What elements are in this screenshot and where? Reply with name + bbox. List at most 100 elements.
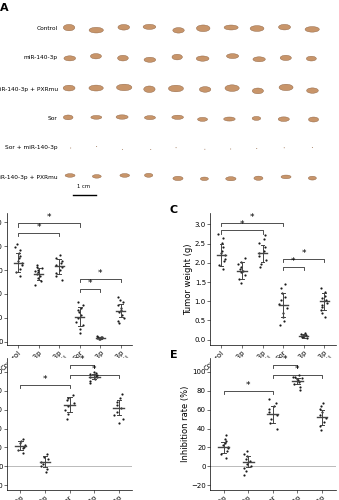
Point bbox=[87, 378, 93, 386]
Point bbox=[247, 456, 253, 464]
Point bbox=[114, 398, 119, 406]
Point bbox=[218, 250, 224, 258]
Point bbox=[119, 304, 124, 312]
Point bbox=[14, 240, 19, 248]
Point bbox=[319, 306, 324, 314]
Point bbox=[266, 395, 271, 403]
Point bbox=[300, 332, 305, 340]
Ellipse shape bbox=[280, 56, 291, 60]
Point bbox=[79, 312, 84, 320]
Point bbox=[15, 446, 21, 454]
Ellipse shape bbox=[250, 26, 264, 32]
Point bbox=[65, 402, 71, 410]
Ellipse shape bbox=[306, 88, 318, 94]
Point bbox=[118, 296, 123, 304]
Text: *: * bbox=[250, 212, 255, 222]
Point bbox=[71, 399, 76, 407]
Point bbox=[116, 293, 121, 301]
Point bbox=[263, 256, 268, 264]
Text: *: * bbox=[47, 214, 51, 222]
Point bbox=[59, 256, 64, 264]
Point bbox=[317, 404, 323, 412]
Ellipse shape bbox=[196, 56, 209, 61]
Ellipse shape bbox=[144, 116, 156, 119]
Text: *: * bbox=[295, 364, 300, 374]
Point bbox=[280, 310, 286, 318]
Point bbox=[44, 450, 49, 458]
Point bbox=[225, 444, 231, 452]
Point bbox=[53, 262, 58, 270]
Ellipse shape bbox=[89, 85, 103, 91]
Point bbox=[22, 442, 27, 450]
Point bbox=[221, 244, 226, 252]
Point bbox=[274, 399, 279, 407]
Point bbox=[34, 263, 39, 271]
Point bbox=[116, 320, 122, 328]
Ellipse shape bbox=[305, 26, 319, 32]
Ellipse shape bbox=[253, 57, 265, 62]
Point bbox=[321, 418, 326, 426]
Point bbox=[318, 402, 324, 410]
Point bbox=[322, 288, 327, 296]
Point bbox=[20, 435, 25, 443]
Text: *: * bbox=[246, 380, 251, 390]
Point bbox=[74, 318, 79, 326]
Point bbox=[71, 392, 76, 400]
Point bbox=[95, 334, 100, 342]
Point bbox=[65, 394, 71, 402]
Point bbox=[114, 408, 119, 416]
Point bbox=[282, 317, 287, 325]
Text: *: * bbox=[98, 268, 103, 278]
Point bbox=[18, 265, 23, 273]
Point bbox=[279, 296, 284, 304]
Point bbox=[319, 301, 324, 309]
Point bbox=[244, 447, 250, 455]
Text: Sor + miR-140-3p: Sor + miR-140-3p bbox=[5, 146, 58, 150]
Point bbox=[53, 272, 59, 280]
Text: *: * bbox=[36, 223, 41, 232]
Point bbox=[22, 440, 27, 448]
Ellipse shape bbox=[91, 116, 102, 119]
Ellipse shape bbox=[143, 24, 156, 29]
Point bbox=[257, 250, 262, 258]
Ellipse shape bbox=[93, 174, 101, 178]
Point bbox=[17, 438, 23, 446]
Point bbox=[37, 272, 43, 280]
Point bbox=[118, 394, 123, 402]
Ellipse shape bbox=[306, 56, 316, 61]
Point bbox=[35, 274, 40, 281]
Point bbox=[271, 402, 277, 410]
Point bbox=[238, 258, 244, 266]
Point bbox=[299, 374, 304, 382]
Point bbox=[223, 431, 228, 439]
Text: *: * bbox=[283, 355, 287, 364]
Point bbox=[53, 254, 59, 262]
Text: *: * bbox=[43, 375, 47, 384]
Text: *: * bbox=[240, 220, 244, 229]
Point bbox=[222, 255, 227, 263]
Point bbox=[297, 370, 302, 378]
Point bbox=[268, 415, 274, 423]
Point bbox=[241, 450, 246, 458]
Point bbox=[44, 465, 49, 473]
Point bbox=[244, 460, 250, 468]
Point bbox=[121, 298, 126, 306]
Point bbox=[238, 268, 244, 276]
Point bbox=[116, 317, 121, 325]
Point bbox=[93, 369, 98, 377]
Ellipse shape bbox=[91, 54, 101, 59]
Point bbox=[58, 251, 63, 259]
Ellipse shape bbox=[144, 174, 153, 178]
Ellipse shape bbox=[226, 54, 239, 59]
Point bbox=[320, 304, 325, 312]
Point bbox=[241, 266, 246, 274]
Point bbox=[17, 246, 22, 254]
Point bbox=[35, 266, 40, 274]
Ellipse shape bbox=[281, 175, 291, 178]
Ellipse shape bbox=[196, 25, 210, 32]
Ellipse shape bbox=[118, 56, 128, 61]
Point bbox=[238, 264, 243, 272]
Point bbox=[215, 230, 221, 238]
Point bbox=[65, 415, 70, 423]
Point bbox=[77, 329, 83, 337]
